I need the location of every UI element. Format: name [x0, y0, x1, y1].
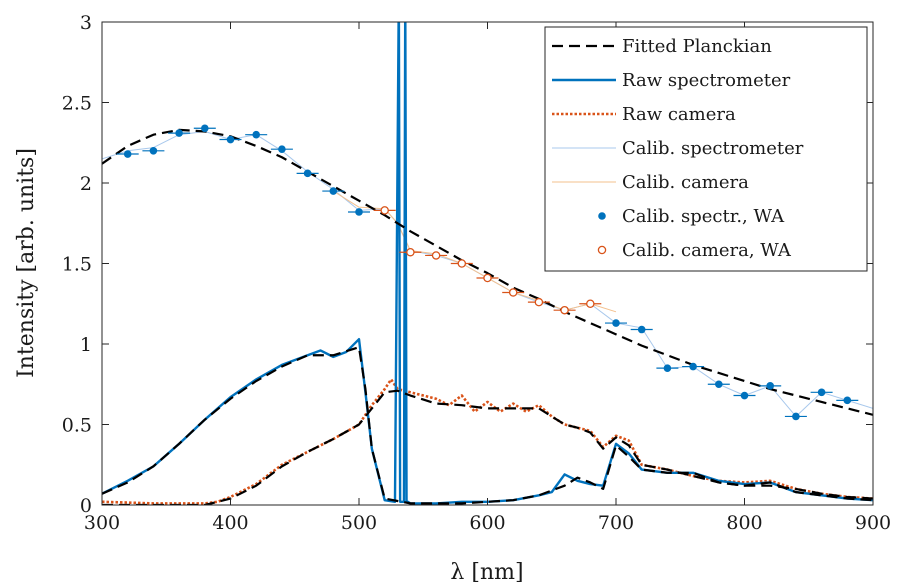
x-tick-label: 500: [341, 512, 377, 534]
legend-label-raw-spectrometer: Raw spectrometer: [622, 70, 791, 91]
data-point: [201, 124, 209, 133]
legend-entry-calib-spectrometer: Calib. spectrometer: [552, 138, 804, 159]
data-point: [252, 130, 260, 139]
data-point: [278, 145, 286, 153]
y-axis-label: Intensity [arb. units]: [14, 148, 39, 378]
x-axis: 300 400 500 600 700 800 900: [84, 22, 891, 534]
data-point: [483, 273, 492, 283]
legend-entry-raw-spectrometer: Raw spectrometer: [552, 70, 791, 91]
data-point: [586, 299, 595, 308]
data-point: [149, 147, 158, 155]
data-point: [508, 288, 518, 297]
legend-entry-raw-camera: Raw camera: [552, 104, 736, 125]
y-tick-label: 3: [80, 12, 92, 34]
data-point: [792, 412, 800, 421]
legend-label-fitted-planckian: Fitted Planckian: [622, 36, 772, 57]
x-tick-label: 400: [212, 512, 248, 534]
x-tick-label: 800: [726, 512, 762, 534]
data-point: [431, 251, 441, 260]
y-tick-label: 0.5: [62, 415, 92, 437]
x-tick-label: 600: [469, 512, 505, 534]
legend-swatch-calib-camera-wa: [597, 245, 607, 255]
data-point: [329, 187, 338, 195]
legend-entry-fitted-planckian: Fitted Planckian: [552, 36, 772, 57]
data-point: [843, 396, 852, 405]
legend: Fitted Planckian Raw spectrometer Raw ca…: [544, 26, 868, 272]
series-calib-camera-wa: [373, 206, 602, 315]
x-tick-label: 300: [84, 512, 120, 534]
y-tick-label: 2: [80, 173, 92, 195]
series-line-raw-camera: [102, 378, 873, 505]
data-point: [123, 150, 132, 158]
legend-entry-calib-camera: Calib. camera: [552, 172, 749, 193]
x-tick-label: 700: [598, 512, 634, 534]
series-calib-spectr-wa: [116, 124, 859, 421]
data-point: [612, 319, 620, 327]
legend-label-calib-camera: Calib. camera: [622, 172, 749, 193]
legend-swatch-calib-spectr-wa: [598, 212, 606, 220]
legend-box: [544, 26, 868, 272]
data-point: [740, 391, 749, 400]
legend-entry-calib-camera-wa: Calib. camera, WA: [597, 240, 792, 261]
legend-label-calib-camera-wa: Calib. camera, WA: [622, 240, 792, 261]
data-point: [406, 247, 415, 257]
data-point: [715, 380, 723, 389]
data-point: [457, 259, 467, 268]
y-tick-label: 1.5: [62, 254, 92, 276]
x-axis-label: λ [nm]: [450, 560, 523, 585]
data-point: [663, 364, 672, 372]
legend-label-calib-spectrometer: Calib. spectrometer: [622, 138, 804, 159]
series-line-fitted-planckian: [102, 346, 873, 505]
legend-label-calib-spectr-wa: Calib. spectr., WA: [622, 206, 785, 227]
data-point: [175, 129, 183, 137]
series-line-fitted-planckian: [102, 389, 873, 505]
data-point: [817, 388, 826, 397]
plot-area: [102, 22, 873, 505]
legend-label-raw-camera: Raw camera: [622, 104, 736, 125]
data-point: [689, 362, 697, 371]
data-point: [226, 135, 235, 144]
y-tick-label: 2.5: [62, 93, 92, 115]
y-tick-label: 1: [80, 334, 92, 356]
data-point: [766, 382, 774, 390]
data-point: [560, 305, 569, 315]
data-point: [637, 325, 646, 334]
y-tick-label: 0: [80, 495, 92, 517]
data-point: [303, 169, 312, 178]
legend-entry-calib-spectr-wa: Calib. spectr., WA: [598, 206, 785, 227]
y-axis: 0 0.5 1 1.5 2 2.5 3: [62, 12, 873, 517]
x-tick-label: 900: [855, 512, 891, 534]
data-point: [355, 208, 363, 216]
data-point: [534, 297, 544, 307]
data-point: [380, 206, 389, 215]
